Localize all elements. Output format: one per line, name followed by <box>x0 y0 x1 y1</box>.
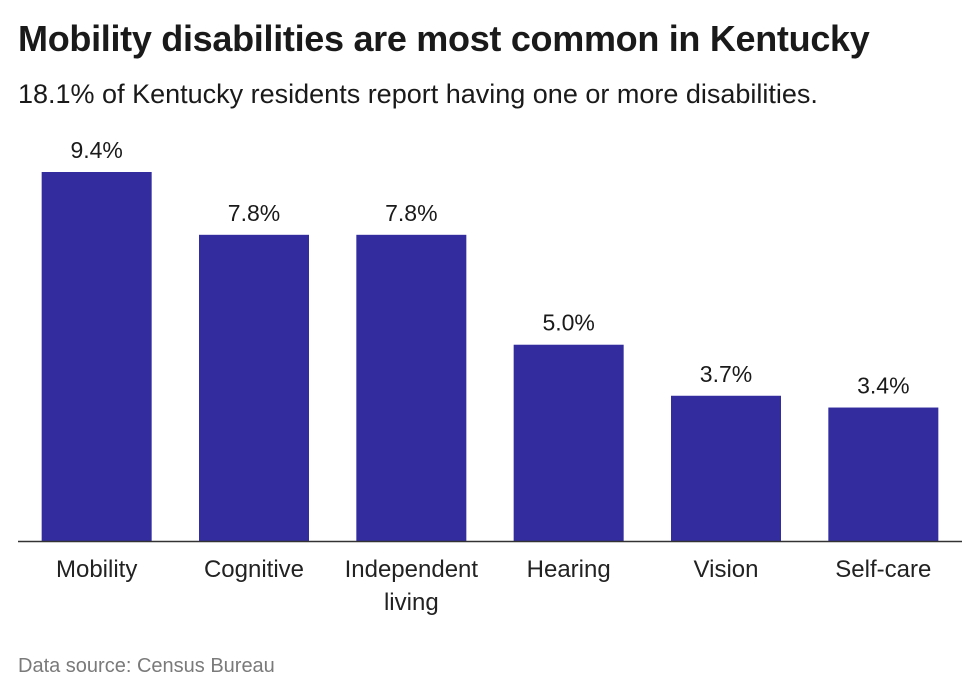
category-label: Self-care <box>835 556 931 583</box>
value-label: 7.8% <box>228 200 280 226</box>
bar-mobility <box>41 172 152 541</box>
category-label: Independent living <box>345 556 479 616</box>
chart-title: Mobility disabilities are most common in… <box>18 18 870 59</box>
value-label: 3.7% <box>700 361 752 387</box>
value-label: 5.0% <box>542 310 594 336</box>
value-label: 3.4% <box>857 373 909 399</box>
category-label: Vision <box>694 556 759 583</box>
category-label: Mobility <box>56 556 137 583</box>
value-label: 7.8% <box>385 200 437 226</box>
data-source-note: Data source: Census Bureau <box>18 655 275 677</box>
bar-independent-living <box>356 234 467 541</box>
value-labels-group: 9.4% 7.8% 7.8% 5.0% 3.7% 3.4% <box>70 137 909 399</box>
category-labels-group: Mobility Cognitive Independent living Hearin… <box>56 556 931 616</box>
bar-self-care <box>828 407 939 541</box>
category-label: Cognitive <box>204 556 304 583</box>
value-label: 9.4% <box>70 137 122 163</box>
bar-cognitive <box>199 234 309 541</box>
bars-group <box>41 172 939 541</box>
bar-hearing <box>513 344 624 541</box>
chart-subtitle: 18.1% of Kentucky residents report havin… <box>18 79 818 109</box>
category-label: Hearing <box>527 556 611 583</box>
bar-vision <box>671 395 781 541</box>
